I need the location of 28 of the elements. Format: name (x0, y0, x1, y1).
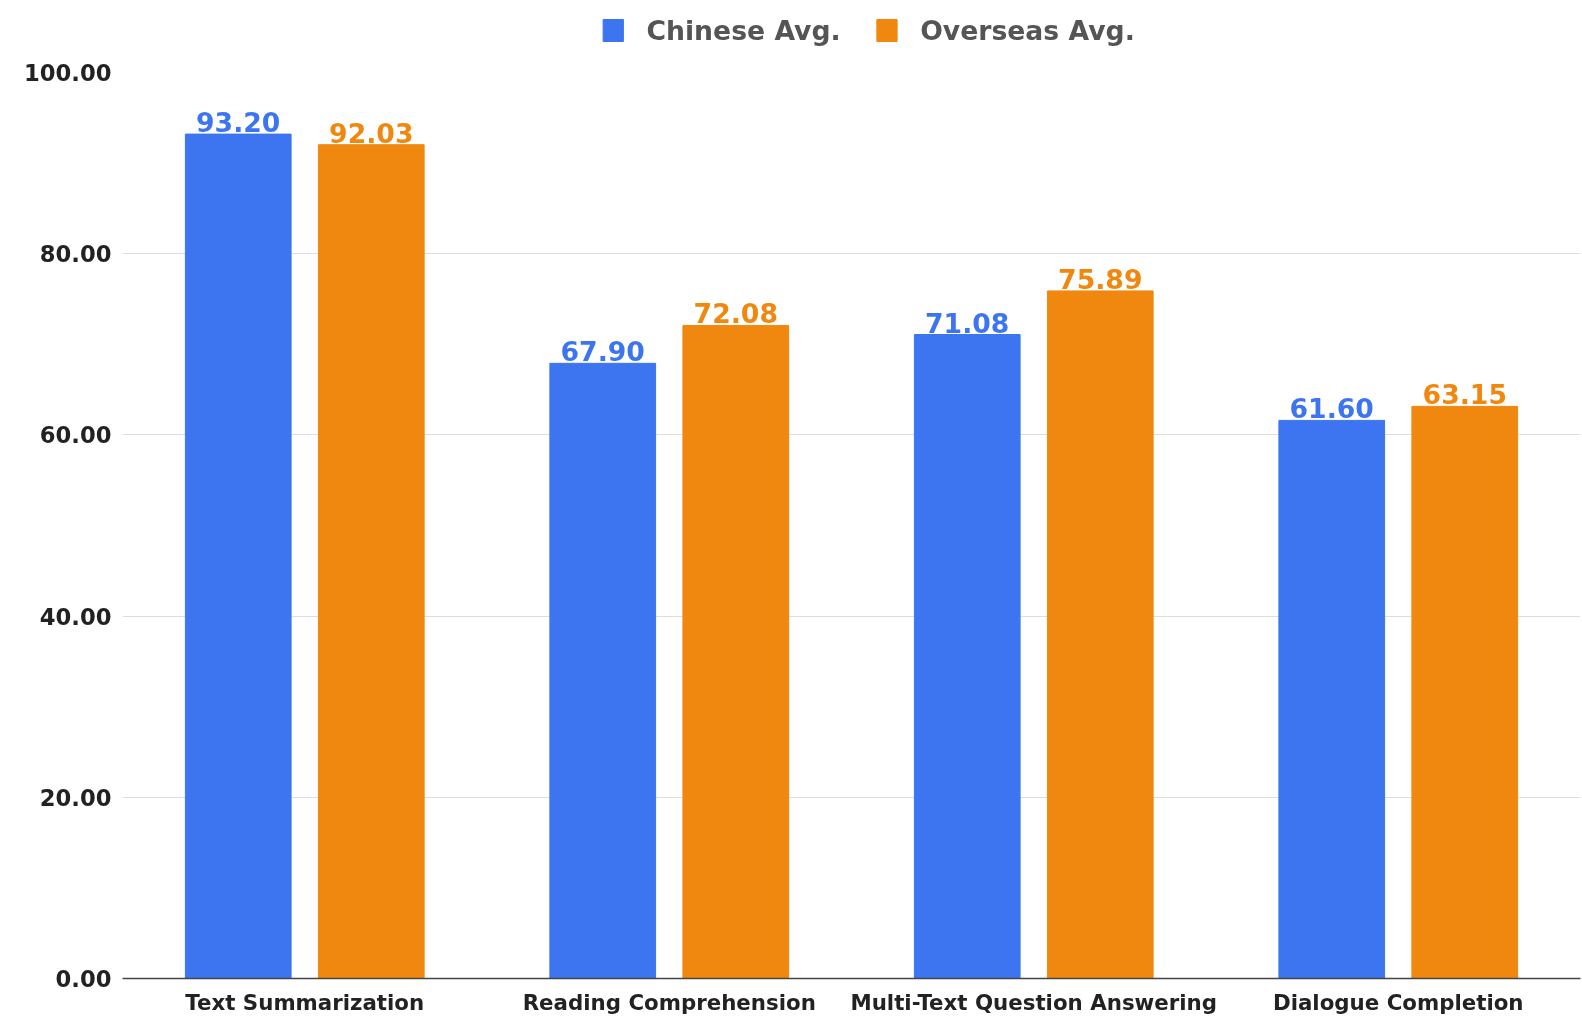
bar (682, 324, 790, 979)
y-tick-label: 60.00 (39, 422, 112, 449)
data-label: 72.08 (693, 298, 778, 330)
x-tick-label: Multi-Text Question Answering (850, 989, 1218, 1015)
x-tick-label: Reading Comprehension (522, 989, 816, 1015)
bar (1046, 290, 1154, 979)
bar (913, 334, 1021, 979)
y-tick-label: 100.00 (24, 60, 112, 86)
data-label: 92.03 (329, 117, 414, 149)
x-tick-label: Dialogue Completion (1272, 989, 1524, 1015)
data-label: 63.15 (1422, 379, 1507, 411)
legend-label: Chinese Avg. (646, 15, 841, 46)
y-tick-label: 80.00 (39, 241, 112, 268)
data-label: 75.89 (1058, 263, 1143, 295)
bar (317, 144, 425, 979)
y-tick-label: 20.00 (39, 784, 112, 811)
legend-label: Overseas Avg. (920, 15, 1135, 46)
bar (549, 362, 657, 979)
x-tick-label: Text Summarization (185, 989, 425, 1015)
data-label: 71.08 (925, 307, 1010, 339)
bar (1278, 419, 1386, 979)
data-label: 93.20 (196, 107, 281, 139)
bar (184, 133, 292, 979)
data-label: 61.60 (1289, 393, 1374, 425)
bar (1411, 405, 1519, 979)
y-tick-label: 40.00 (39, 603, 112, 630)
data-label: 67.90 (560, 336, 645, 368)
y-tick-label: 0.00 (55, 966, 112, 992)
